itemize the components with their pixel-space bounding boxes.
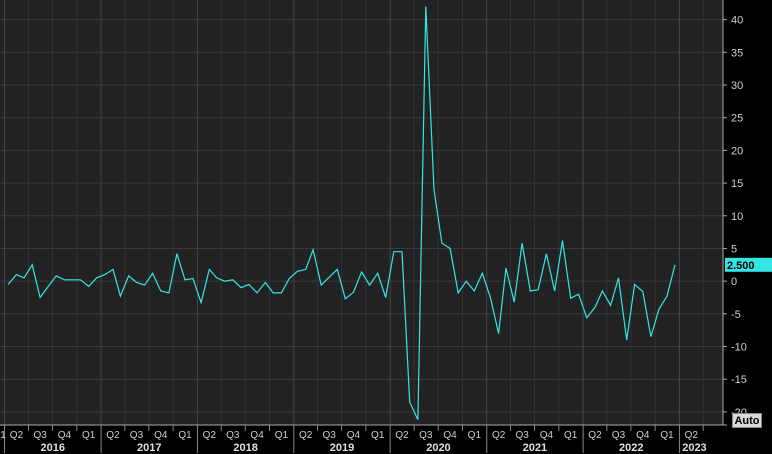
x-quarter-label: Q2 bbox=[299, 430, 313, 441]
plot-background bbox=[0, 0, 723, 425]
last-value-label: 2.500 bbox=[727, 260, 755, 272]
x-quarter-label: Q1 bbox=[275, 430, 289, 441]
x-year-label: 2016 bbox=[41, 442, 65, 454]
y-tick-label: -10 bbox=[731, 342, 747, 354]
x-quarter-label: Q1 bbox=[178, 430, 192, 441]
x-year-label: 2019 bbox=[330, 442, 354, 454]
x-year-label: 2022 bbox=[619, 442, 643, 454]
x-quarter-label: Q3 bbox=[515, 430, 529, 441]
x-quarter-label: Q3 bbox=[419, 430, 433, 441]
y-tick-label: 20 bbox=[731, 145, 743, 157]
x-year-label: 2023 bbox=[682, 442, 706, 454]
series-line bbox=[7, 6, 676, 421]
x-quarter-label: Q1 bbox=[371, 430, 385, 441]
x-year-label: 2018 bbox=[233, 442, 257, 454]
x-quarter-label: Q2 bbox=[10, 430, 24, 441]
x-quarter-label: Q2 bbox=[106, 430, 120, 441]
last-value-marker: 2.500 bbox=[725, 257, 772, 272]
x-quarter-label: Q4 bbox=[58, 430, 72, 441]
x-quarter-label: Q2 bbox=[395, 430, 409, 441]
x-quarter-label: Q3 bbox=[322, 430, 336, 441]
x-quarter-label: Q2 bbox=[492, 430, 506, 441]
y-tick-label: 15 bbox=[731, 178, 743, 190]
last-value-box bbox=[725, 257, 772, 272]
x-quarter-label: Q1 bbox=[660, 430, 674, 441]
x-quarter-label: Q3 bbox=[612, 430, 626, 441]
x-quarter-label: Q4 bbox=[347, 430, 361, 441]
y-tick-label: 10 bbox=[731, 211, 743, 223]
y-tick-label: 5 bbox=[731, 243, 737, 255]
y-tick-label: 30 bbox=[731, 80, 743, 92]
x-quarter-label: Q4 bbox=[636, 430, 650, 441]
x-year-label: 2021 bbox=[523, 442, 547, 454]
x-quarter-label: Q4 bbox=[154, 430, 168, 441]
y-tick-label: 0 bbox=[731, 276, 737, 288]
x-quarter-label: Q3 bbox=[130, 430, 144, 441]
x-quarter-label: Q3 bbox=[33, 430, 47, 441]
auto-scale-button[interactable]: Auto bbox=[732, 413, 762, 428]
y-tick-label: 40 bbox=[731, 15, 743, 27]
x-quarter-label: Q1 bbox=[468, 430, 482, 441]
y-tick-label: 35 bbox=[731, 47, 743, 59]
x-quarter-label: Q2 bbox=[685, 430, 699, 441]
x-year-label: 2017 bbox=[137, 442, 161, 454]
x-quarter-label: Q4 bbox=[250, 430, 264, 441]
x-year-label: 2020 bbox=[426, 442, 450, 454]
x-quarter-label: Q4 bbox=[540, 430, 554, 441]
x-quarter-label: 1 bbox=[0, 430, 6, 441]
x-quarter-label: Q1 bbox=[564, 430, 578, 441]
x-quarter-label: Q3 bbox=[226, 430, 240, 441]
y-tick-label: 25 bbox=[731, 113, 743, 125]
x-quarter-label: Q2 bbox=[588, 430, 602, 441]
x-quarter-label: Q1 bbox=[82, 430, 96, 441]
x-axis-band bbox=[0, 425, 772, 454]
x-quarter-label: Q2 bbox=[203, 430, 217, 441]
x-axis: Q2 Q3 Q4 Q1 Q2 Q3 Q4 Q1 Q2 Q3 Q4 Q1 Q2 Q3 Q4 Q1 Q2 Q3 Q4 Q1… bbox=[0, 424, 772, 454]
grid-lines bbox=[0, 0, 723, 425]
y-tick-label: -5 bbox=[731, 309, 741, 321]
x-quarter-label: Q4 bbox=[443, 430, 457, 441]
y-tick-label: -15 bbox=[731, 374, 747, 386]
